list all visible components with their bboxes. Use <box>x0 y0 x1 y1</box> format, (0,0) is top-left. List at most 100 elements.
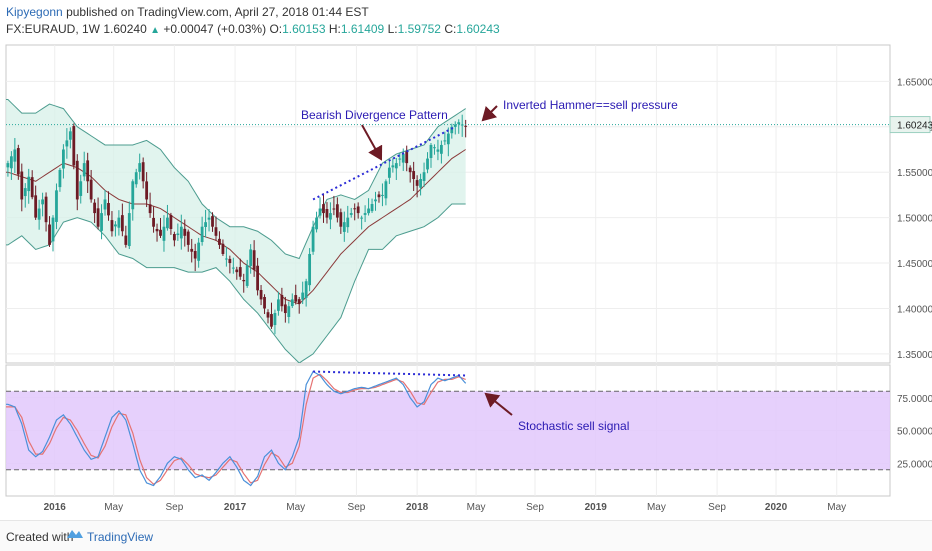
candle-body <box>3 162 6 163</box>
axes: 1.350001.400001.450001.500001.550001.600… <box>6 77 932 513</box>
candle-body <box>256 265 260 291</box>
candle-body <box>401 154 405 163</box>
price-tick-label: 1.35000 <box>897 350 932 361</box>
candle-body <box>356 206 360 214</box>
candle-body <box>120 215 124 232</box>
candle-body <box>131 181 135 210</box>
current-price-tag <box>889 116 931 134</box>
candle-body <box>48 224 51 245</box>
candle-body <box>152 217 155 227</box>
candle-body <box>450 126 454 134</box>
stoch-d-line <box>6 373 466 485</box>
candle-body <box>162 226 166 241</box>
stoch-tick-label: 50.0000 <box>897 427 932 438</box>
candle-body <box>280 294 284 307</box>
candle-body <box>218 238 221 245</box>
candle-body <box>93 202 97 214</box>
candle-body <box>249 249 253 266</box>
candle-body <box>308 253 312 286</box>
high-value: 1.61409 <box>340 22 385 36</box>
divergence-annotation: Bearish Divergence Pattern <box>301 108 448 122</box>
candle-body <box>259 289 263 300</box>
candle-body <box>363 213 367 215</box>
candlesticks <box>3 114 468 335</box>
stochastic-pane <box>6 370 890 487</box>
candle-body <box>27 176 31 192</box>
candle-body <box>387 167 391 178</box>
candle-body <box>294 295 298 302</box>
author-name[interactable]: Kipyegonn <box>6 5 63 19</box>
candle-body <box>443 140 447 142</box>
candle-body <box>44 196 48 223</box>
low-label: L: <box>387 22 398 36</box>
candle-body <box>415 180 419 186</box>
candle-body <box>58 169 62 188</box>
candle-body <box>124 235 128 245</box>
candle-group <box>3 114 468 335</box>
stoch-divergence-line <box>313 370 466 377</box>
candle-body <box>419 179 422 188</box>
candle-body <box>159 229 162 236</box>
candle-body <box>16 148 20 175</box>
hammer-arrow <box>481 105 498 122</box>
time-tick-label: Sep <box>348 502 366 513</box>
candle-body <box>360 217 364 219</box>
tradingview-brand[interactable]: TradingView <box>87 530 154 544</box>
candle-body <box>6 163 10 168</box>
candle-body <box>30 177 34 198</box>
candle-body <box>266 312 270 318</box>
candle-body <box>426 158 429 170</box>
time-tick-label: 2018 <box>406 502 429 513</box>
chart-area[interactable]: Bearish Divergence Pattern Inverted Hamme… <box>0 40 932 520</box>
close-value: 1.60243 <box>456 22 500 36</box>
chart-header: Kipyegonn published on TradingView.com, … <box>0 0 932 40</box>
price-tick-label: 1.50000 <box>897 214 932 225</box>
candle-body <box>464 125 468 127</box>
candle-body <box>23 188 27 197</box>
candle-body <box>89 179 93 200</box>
candle-body <box>20 171 24 200</box>
time-tick-label: May <box>827 502 846 513</box>
candle-body <box>332 208 336 210</box>
close-label: C: <box>444 22 457 36</box>
lower-band-line <box>6 203 466 363</box>
candle-body <box>82 163 86 177</box>
candle-body <box>65 140 69 147</box>
candle-body <box>349 213 353 215</box>
symbol-label: FX:EURAUD, 1W <box>6 22 101 36</box>
candle-body <box>412 171 416 180</box>
footer: Created with TradingView <box>0 520 932 551</box>
time-tick-label: Sep <box>165 502 183 513</box>
candle-body <box>55 190 58 222</box>
candle-body <box>169 214 173 229</box>
candle-body <box>346 217 350 228</box>
candle-body <box>322 204 325 214</box>
candle-body <box>429 144 433 158</box>
candle-body <box>290 299 294 307</box>
candle-body <box>353 208 357 210</box>
candle-body <box>134 172 138 185</box>
created-with-label: Created with <box>6 530 74 544</box>
stoch-signal-annotation: Stochastic sell signal <box>518 419 629 433</box>
price-tick-label: 1.65000 <box>897 77 932 88</box>
time-tick-label: 2017 <box>224 502 247 513</box>
candle-body <box>138 163 142 172</box>
price-divergence-line <box>312 125 456 201</box>
open-value: 1.60153 <box>282 22 326 36</box>
basis-line <box>6 149 466 305</box>
candle-body <box>110 220 114 232</box>
time-tick-label: Sep <box>708 502 726 513</box>
candle-body <box>190 248 194 252</box>
candle-body <box>172 234 176 241</box>
candle-body <box>86 160 90 182</box>
candle-body <box>107 203 110 216</box>
time-tick-label: May <box>647 502 666 513</box>
candle-body <box>166 217 169 229</box>
candle-body <box>75 160 79 200</box>
candle-body <box>422 172 426 181</box>
candle-body <box>370 204 374 212</box>
stoch-zone-fill <box>6 391 890 470</box>
upper-band-line <box>6 99 466 260</box>
candle-body <box>114 224 117 227</box>
candle-body <box>183 228 187 236</box>
